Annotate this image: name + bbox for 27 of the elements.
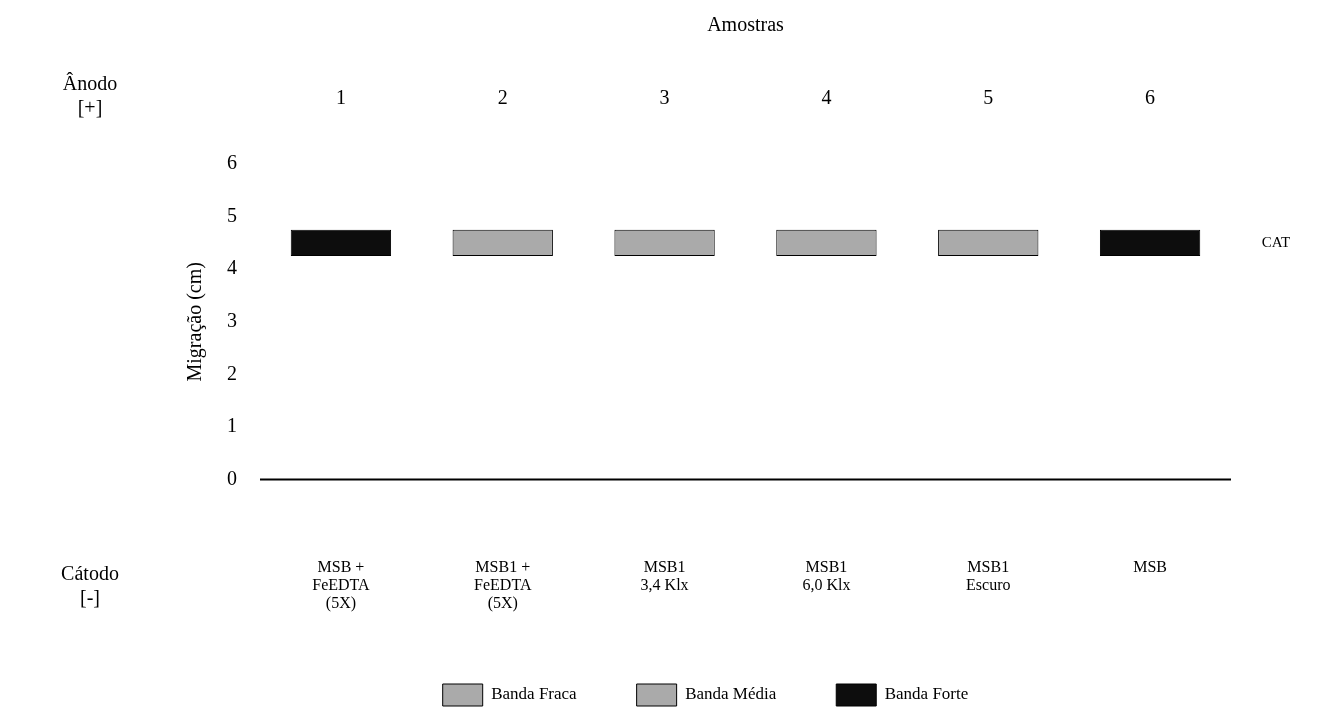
text: MSB1 3,4 Klx — [640, 557, 689, 593]
x-tick-label: 2 — [497, 86, 508, 109]
y-tick-label: 5 — [227, 203, 237, 226]
y-tick-label: 0 — [227, 466, 237, 489]
text: Ânodo [+] — [62, 72, 118, 119]
y-axis-title: Migração (cm) — [183, 262, 207, 382]
y-tick-label: 1 — [227, 414, 237, 437]
x-tick-label: 4 — [821, 86, 832, 109]
legend-label: Banda Média — [685, 684, 777, 704]
y-tick-label: 2 — [227, 361, 237, 384]
x-tick-label: 6 — [1145, 86, 1156, 109]
text: MSB + FeEDTA (5X) — [312, 557, 371, 612]
text: CAT — [1261, 233, 1291, 250]
legend-label: Banda Forte — [884, 684, 969, 704]
text: MSB1 Escuro — [966, 557, 1011, 593]
text: MSB — [1133, 557, 1167, 575]
legend-label: Banda Fraca — [491, 684, 578, 704]
x-tick-label: 3 — [659, 86, 670, 109]
x-tick-label: 1 — [335, 86, 346, 109]
y-tick-label: 3 — [227, 309, 237, 332]
text: MSB1 6,0 Klx — [802, 557, 851, 593]
text: MSB1 + FeEDTA (5X) — [474, 557, 532, 612]
x-tick-label: 5 — [983, 86, 994, 109]
x-axis-title: Amostras — [707, 13, 785, 36]
y-tick-label: 4 — [227, 256, 237, 279]
y-tick-label: 6 — [227, 151, 237, 174]
text: Cátodo [-] — [61, 561, 119, 608]
